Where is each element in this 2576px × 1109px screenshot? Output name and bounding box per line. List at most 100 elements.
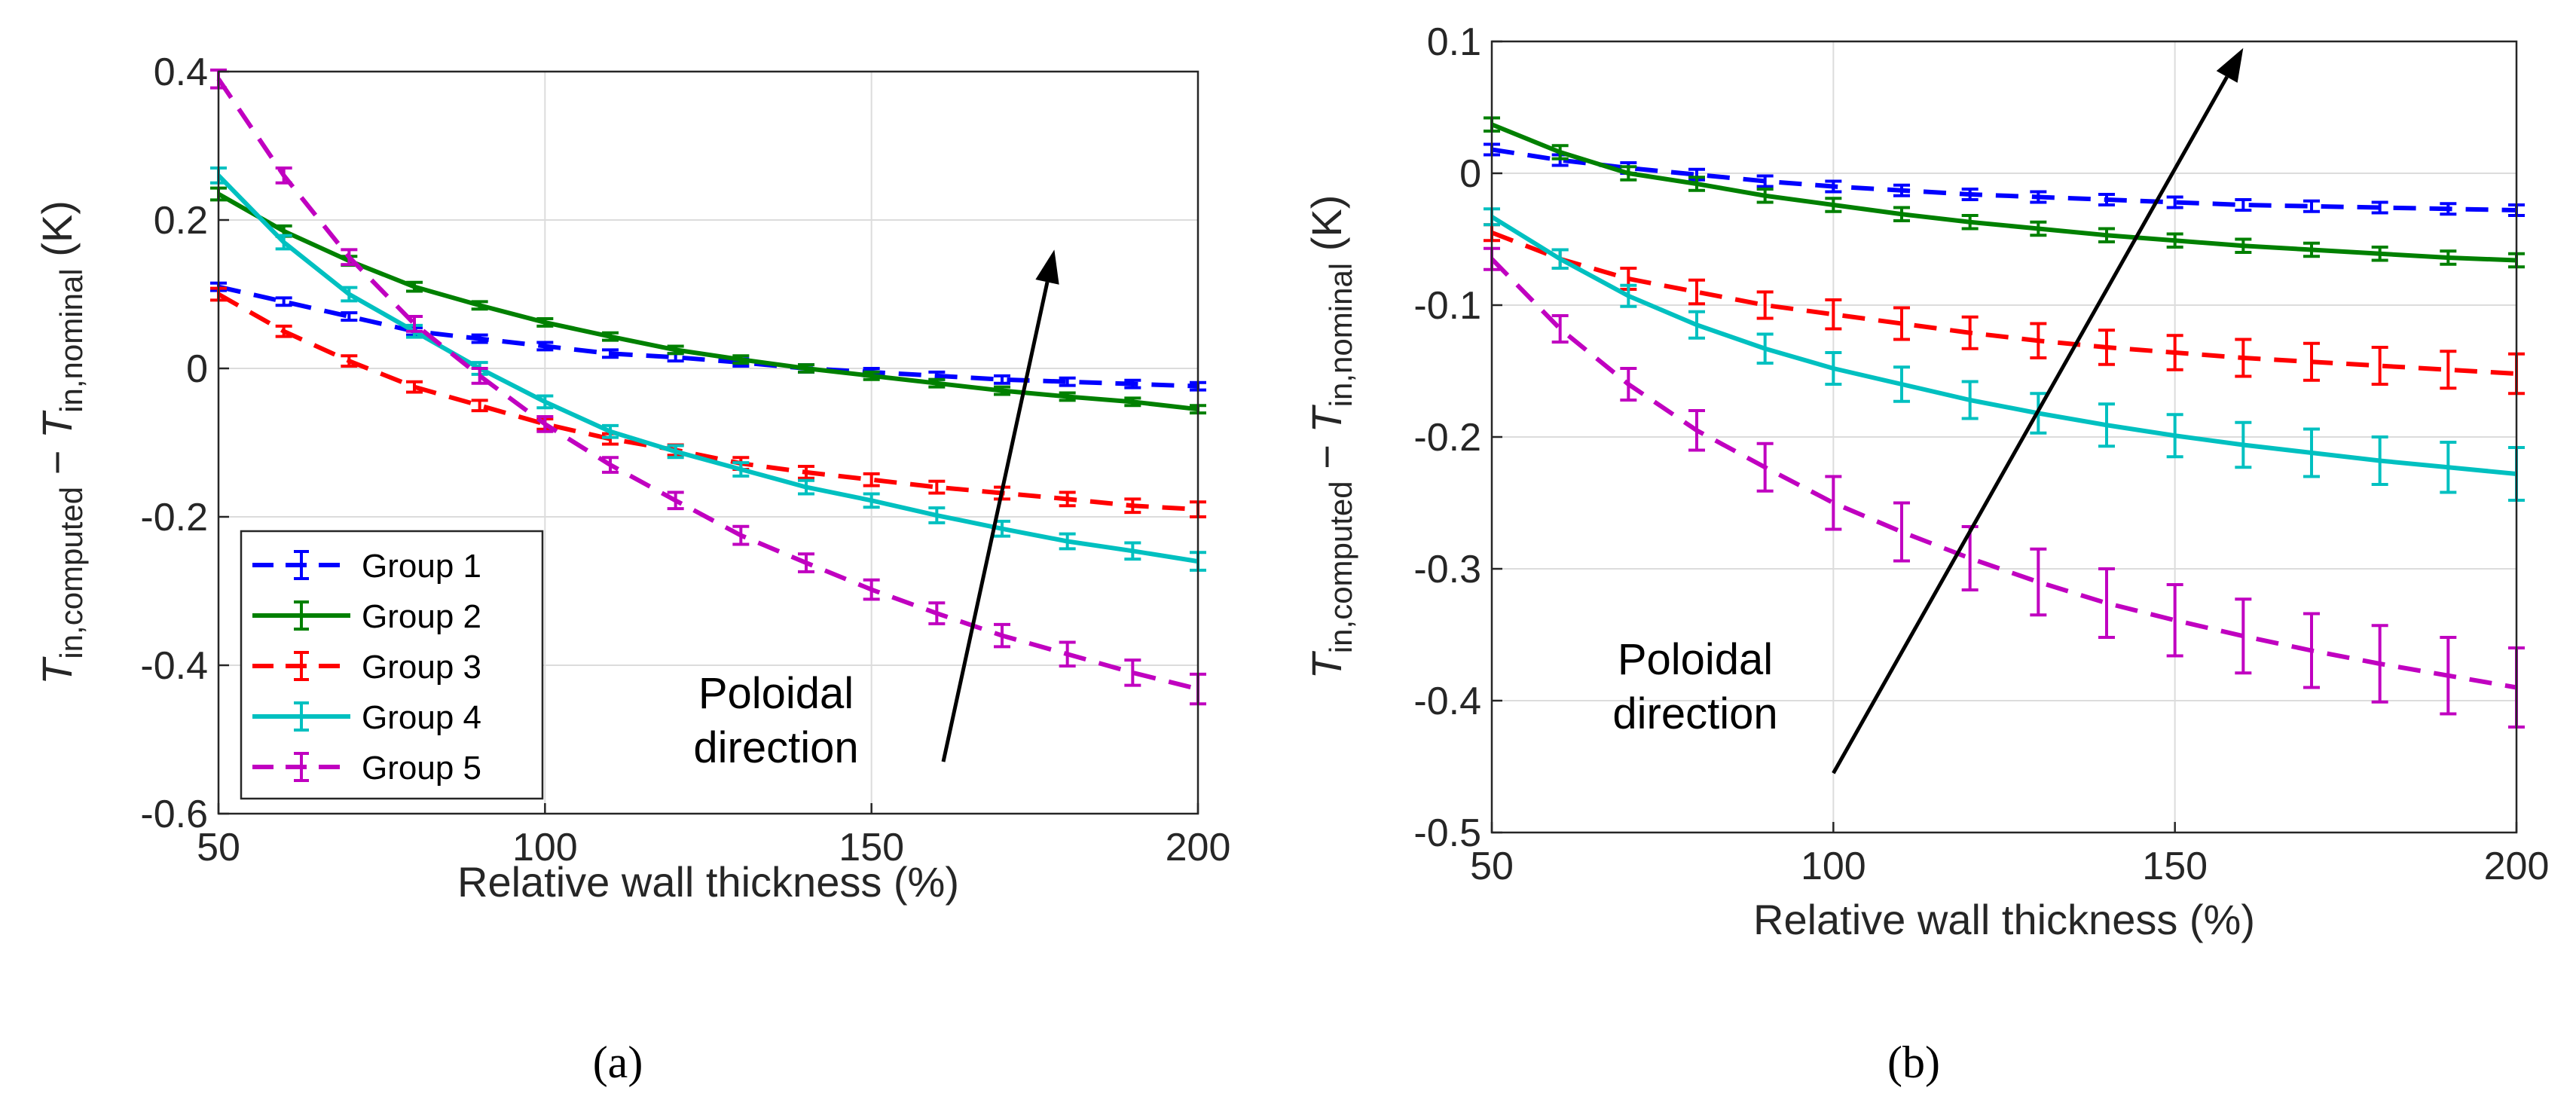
error-bar <box>471 367 488 385</box>
error-bar <box>1688 176 1705 192</box>
error-bar <box>2030 322 2047 359</box>
error-bar <box>732 354 750 365</box>
legend-label: Group 4 <box>362 699 481 736</box>
error-bar <box>2166 232 2183 249</box>
x-tick-label: 200 <box>2484 845 2550 888</box>
error-bar <box>341 248 358 267</box>
error-bar <box>275 167 292 185</box>
error-bar <box>2371 246 2388 262</box>
series-line <box>1491 147 2517 212</box>
error-bar <box>1825 179 1842 194</box>
error-bar <box>667 444 684 460</box>
arrow-head-icon <box>1035 249 1059 285</box>
series-line <box>1490 122 2517 263</box>
error-bar <box>2030 190 2047 204</box>
series-line <box>216 173 1199 564</box>
series-group-1 <box>1484 142 2525 217</box>
error-bar <box>1124 396 1141 408</box>
error-bar <box>1059 490 1076 508</box>
error-bar <box>798 552 814 573</box>
legend-item: Group 1 <box>252 548 481 585</box>
ticks-a: 50 100 150 200 -0.6 -0.4 -0.2 0 0.2 0.4 <box>140 50 1230 869</box>
annotation-text-line2: direction <box>1612 689 1777 738</box>
x-axis-label-a: Relative wall thickness (%) <box>457 858 959 906</box>
error-bar <box>1059 391 1076 402</box>
legend-label: Group 1 <box>362 548 481 585</box>
error-bar <box>798 478 814 496</box>
error-bar <box>1825 197 1842 213</box>
error-bar <box>2440 350 2457 390</box>
error-bar <box>1893 306 1910 341</box>
error-bar <box>1893 501 1910 563</box>
error-bar <box>1961 315 1979 350</box>
error-bar <box>732 461 750 478</box>
error-bar <box>275 234 292 251</box>
y-axis-label-b: Tin,computed − Tin,nominal (K) <box>1303 195 1358 680</box>
series-line <box>1490 230 2517 376</box>
legend: Group 1 Group 2 Group 3 Group 4 Group 5 <box>240 530 544 800</box>
error-bar <box>863 472 880 487</box>
error-bar <box>406 315 423 333</box>
error-bar <box>2166 334 2183 371</box>
legend-item: Group 2 <box>252 598 481 635</box>
error-bar <box>2098 328 2115 366</box>
series-group-2 <box>1484 116 2525 269</box>
error-bar <box>2303 241 2320 258</box>
x-tick-label: 100 <box>512 826 578 869</box>
error-bar <box>2166 413 2183 459</box>
error-bar <box>732 524 750 546</box>
error-bar <box>2030 220 2047 237</box>
arrow-shaft <box>941 281 1050 762</box>
error-bar <box>1961 525 1979 591</box>
caption-b: (b) <box>1887 1037 1940 1087</box>
ticks-b: 50 100 150 200 -0.5 -0.4 -0.3 -0.2 -0.1 0 0.1 <box>1413 20 2549 888</box>
error-bar <box>2303 612 2320 689</box>
x-tick-label: 100 <box>1801 845 1866 888</box>
error-bar <box>2235 237 2252 254</box>
legend-label: Group 5 <box>362 750 481 787</box>
error-bar <box>1961 214 1979 231</box>
legend-label: Group 2 <box>362 598 481 635</box>
error-bar <box>2098 193 2115 206</box>
error-bar <box>2235 420 2252 469</box>
error-bar <box>536 394 554 410</box>
error-bar <box>798 363 814 374</box>
error-bar <box>1620 367 1637 402</box>
x-tick-label: 150 <box>839 826 904 869</box>
error-bar <box>536 317 554 328</box>
error-bar <box>2166 583 2183 658</box>
error-bar <box>798 465 814 480</box>
error-bar <box>341 286 358 303</box>
error-bar <box>1688 310 1705 340</box>
error-bar <box>1059 640 1076 668</box>
error-bar <box>1961 380 1979 420</box>
x-axis-label-b: Relative wall thickness (%) <box>1753 896 2255 943</box>
series-line <box>217 191 1199 412</box>
error-bar <box>406 280 423 293</box>
error-bar <box>2440 249 2457 266</box>
legend-item: Group 5 <box>252 750 481 787</box>
error-bar <box>471 399 488 413</box>
series-line <box>1490 215 2517 476</box>
error-bar <box>1688 409 1705 452</box>
y-tick-label: 0.1 <box>1427 20 1481 64</box>
error-bar <box>1551 248 1569 270</box>
error-bar <box>2440 441 2457 494</box>
annotation-text-line1: Poloidal <box>698 669 854 718</box>
error-bar <box>1756 290 1774 320</box>
series-line <box>1490 257 2517 690</box>
error-bar <box>341 354 358 368</box>
error-bar <box>1124 378 1141 390</box>
caption-a: (a) <box>593 1037 643 1087</box>
error-bar <box>1825 475 1842 531</box>
error-bar <box>2303 199 2320 213</box>
error-bar <box>667 490 684 511</box>
error-bar <box>928 506 946 524</box>
error-bar <box>1124 658 1141 687</box>
error-bar <box>602 348 619 359</box>
error-bar <box>2371 435 2388 486</box>
error-bar <box>863 370 880 381</box>
y-tick-label: -0.4 <box>1413 680 1481 723</box>
y-tick-label: 0 <box>186 347 208 391</box>
